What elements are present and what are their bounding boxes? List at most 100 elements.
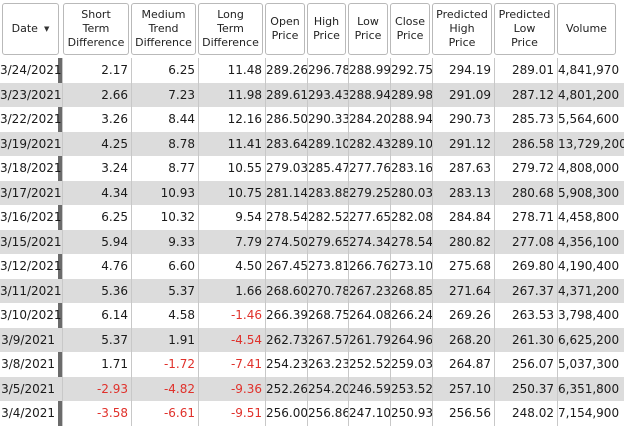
value-cell: 9.54 xyxy=(198,205,265,230)
value-cell: 278.54 xyxy=(390,229,433,254)
value-cell: 247.10 xyxy=(348,401,391,426)
value-cell: 2.66 xyxy=(62,82,131,107)
value-cell: 4.76 xyxy=(62,254,131,279)
value-cell: 273.10 xyxy=(390,254,433,279)
value-cell: 277.65 xyxy=(348,205,391,230)
value-cell: 283.64 xyxy=(265,131,308,156)
value-cell: 264.87 xyxy=(432,352,494,377)
value-cell: 289.10 xyxy=(307,131,350,156)
column-header-predicted-low-price[interactable]: Predicted Low Price xyxy=(494,3,555,55)
value-cell: 1.91 xyxy=(131,327,198,352)
value-cell: 12.16 xyxy=(198,107,265,132)
value-cell: 266.76 xyxy=(348,254,391,279)
date-cell: 3/22/2021 xyxy=(0,112,62,126)
table-row[interactable]: 3/9/2021 5.37 1.91 -4.54 262.73 267.57 261.79 2… xyxy=(0,327,624,352)
table-row[interactable]: 3/22/2021 3.26 8.44 12.16 286.50 290.33 284.20… xyxy=(0,107,624,132)
value-cell: 285.47 xyxy=(307,156,350,181)
value-cell: 6,351,800 xyxy=(557,376,621,401)
value-cell: 4.25 xyxy=(62,131,131,156)
value-cell: 10.32 xyxy=(131,205,198,230)
value-cell: 283.88 xyxy=(307,180,350,205)
value-cell: 4,458,800 xyxy=(557,205,621,230)
value-cell: 288.94 xyxy=(390,107,433,132)
column-header-short-term-difference[interactable]: Short Term Difference xyxy=(63,3,129,55)
value-cell: -9.51 xyxy=(198,401,265,426)
column-header-close-price[interactable]: Close Price xyxy=(390,3,430,55)
value-cell: 284.84 xyxy=(432,205,494,230)
value-cell: 261.79 xyxy=(348,327,391,352)
column-header-volume[interactable]: Volume xyxy=(557,3,616,55)
value-cell: -2.93 xyxy=(62,376,131,401)
value-cell: 6,625,200 xyxy=(557,327,621,352)
column-header-label: Low Price xyxy=(354,15,382,42)
value-cell: 283.16 xyxy=(390,156,433,181)
table-row[interactable]: 3/12/2021 4.76 6.60 4.50 267.45 273.81 266.76 2… xyxy=(0,254,624,279)
value-cell: 4.58 xyxy=(131,303,198,328)
value-cell: 282.08 xyxy=(390,205,433,230)
value-cell: 2.17 xyxy=(62,58,131,83)
table-row[interactable]: 3/24/2021 2.17 6.25 11.48 289.26 296.78 288.99… xyxy=(0,58,624,83)
value-cell: 248.02 xyxy=(494,401,557,426)
table-row[interactable]: 3/11/2021 5.36 5.37 1.66 268.60 270.78 267.23 2… xyxy=(0,278,624,303)
column-header-open-price[interactable]: Open Price xyxy=(265,3,305,55)
value-cell: 280.82 xyxy=(432,229,494,254)
value-cell: 288.94 xyxy=(348,82,391,107)
value-cell: 279.72 xyxy=(494,156,557,181)
value-cell: 4.34 xyxy=(62,180,131,205)
column-header-predicted-high-price[interactable]: Predicted High Price xyxy=(432,3,492,55)
table-row[interactable]: 3/19/2021 4.25 8.78 11.41 283.64 289.10 282.43… xyxy=(0,131,624,156)
value-cell: -6.61 xyxy=(131,401,198,426)
value-cell: 289.98 xyxy=(390,82,433,107)
value-cell: 274.34 xyxy=(348,229,391,254)
value-cell: 296.78 xyxy=(307,58,350,83)
value-cell: -4.54 xyxy=(198,327,265,352)
value-cell: 11.98 xyxy=(198,82,265,107)
table-row[interactable]: 3/10/2021 6.14 4.58 -1.46 266.39 268.75 264.08… xyxy=(0,303,624,328)
value-cell: 280.68 xyxy=(494,180,557,205)
value-cell: 277.76 xyxy=(348,156,391,181)
table-row[interactable]: 3/8/2021 1.71 -1.72 -7.41 254.23 263.23 252.52… xyxy=(0,352,624,377)
value-cell: 5,037,300 xyxy=(557,352,621,377)
table-row[interactable]: 3/18/2021 3.24 8.77 10.55 279.03 285.47 277.76… xyxy=(0,156,624,181)
value-cell: 281.14 xyxy=(265,180,308,205)
table-row[interactable]: 3/17/2021 4.34 10.93 10.75 281.14 283.88 279.2… xyxy=(0,180,624,205)
column-header-label: Medium Trend Difference xyxy=(135,8,192,49)
value-cell: 256.56 xyxy=(432,401,494,426)
value-cell: 246.59 xyxy=(348,376,391,401)
column-header-low-price[interactable]: Low Price xyxy=(348,3,388,55)
value-cell: 6.60 xyxy=(131,254,198,279)
column-header-high-price[interactable]: High Price xyxy=(307,3,346,55)
value-cell: 5,564,600 xyxy=(557,107,621,132)
value-cell: -3.58 xyxy=(62,401,131,426)
value-cell: 282.43 xyxy=(348,131,391,156)
value-cell: 250.37 xyxy=(494,376,557,401)
value-cell: 289.61 xyxy=(265,82,308,107)
value-cell: 3,798,400 xyxy=(557,303,621,328)
value-cell: 4,841,970 xyxy=(557,58,621,83)
value-cell: 274.50 xyxy=(265,229,308,254)
column-header-date[interactable]: Date ▼ xyxy=(2,3,59,55)
table-row[interactable]: 3/5/2021 -2.93 -4.82 -9.36 252.26 254.20 246.5… xyxy=(0,376,624,401)
grid-body: 3/24/2021 2.17 6.25 11.48 289.26 296.78 288.99… xyxy=(0,58,624,426)
value-cell: 13,729,200 xyxy=(557,131,624,156)
date-cell: 3/18/2021 xyxy=(0,161,62,175)
value-cell: 10.93 xyxy=(131,180,198,205)
value-cell: 287.12 xyxy=(494,82,557,107)
value-cell: 6.14 xyxy=(62,303,131,328)
value-cell: 273.81 xyxy=(307,254,350,279)
value-cell: -1.46 xyxy=(198,303,265,328)
column-header-medium-trend-difference[interactable]: Medium Trend Difference xyxy=(131,3,196,55)
table-row[interactable]: 3/15/2021 5.94 9.33 7.79 274.50 279.65 274.34 2… xyxy=(0,229,624,254)
column-header-label: Predicted High Price xyxy=(436,8,488,49)
grid-header: Date ▼ Short Term Difference Medium Trend D… xyxy=(0,0,624,58)
value-cell: 266.39 xyxy=(265,303,308,328)
value-cell: -1.72 xyxy=(131,352,198,377)
table-row[interactable]: 3/23/2021 2.66 7.23 11.98 289.61 293.43 288.94… xyxy=(0,82,624,107)
table-row[interactable]: 3/16/2021 6.25 10.32 9.54 278.54 282.52 277.65… xyxy=(0,205,624,230)
sort-descending-icon: ▼ xyxy=(43,25,50,33)
column-header-long-term-difference[interactable]: Long Term Difference xyxy=(198,3,263,55)
value-cell: 292.75 xyxy=(390,58,433,83)
table-row[interactable]: 3/4/2021 -3.58 -6.61 -9.51 256.00 256.86 247.1… xyxy=(0,401,624,426)
value-cell: 254.20 xyxy=(307,376,350,401)
